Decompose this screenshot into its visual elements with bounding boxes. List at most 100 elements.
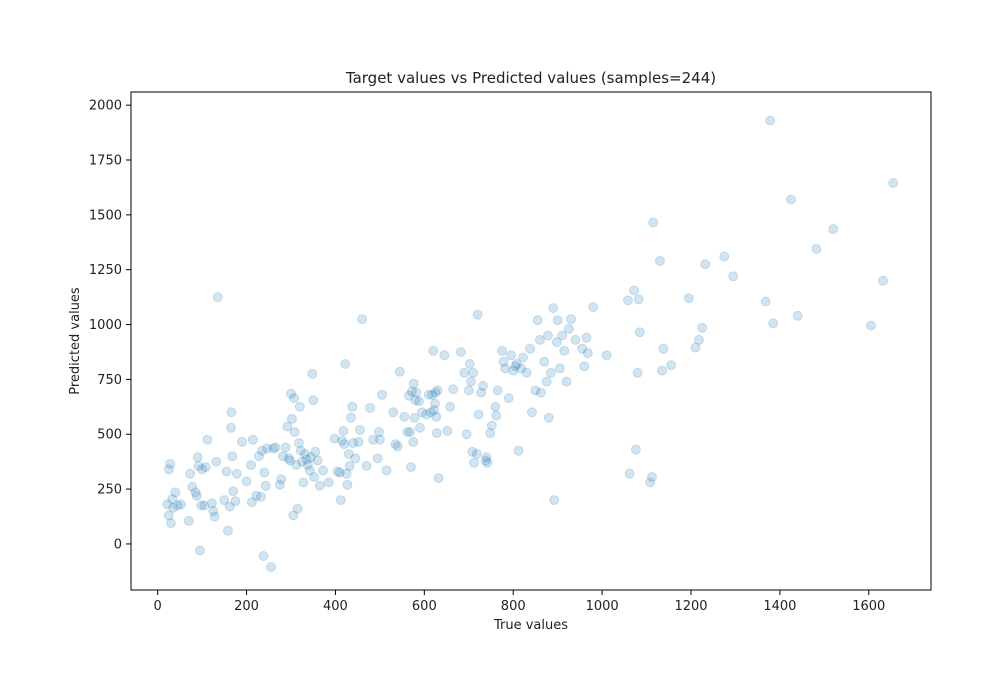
data-point bbox=[409, 412, 420, 423]
data-point bbox=[200, 462, 211, 473]
data-point bbox=[490, 401, 501, 412]
data-point bbox=[455, 347, 466, 357]
data-point bbox=[339, 439, 350, 450]
data-point bbox=[634, 327, 645, 338]
data-point bbox=[792, 310, 803, 321]
data-point bbox=[298, 477, 309, 488]
data-point bbox=[811, 243, 822, 254]
data-point bbox=[445, 401, 456, 412]
data-point bbox=[511, 359, 522, 369]
data-point bbox=[255, 491, 266, 502]
data-point bbox=[588, 302, 599, 312]
data-point bbox=[162, 499, 173, 510]
data-point bbox=[473, 409, 484, 420]
data-point bbox=[191, 490, 202, 501]
data-point bbox=[347, 401, 358, 412]
data-point bbox=[211, 456, 222, 467]
data-point bbox=[630, 444, 641, 455]
data-point bbox=[518, 352, 528, 363]
data-point bbox=[294, 401, 305, 412]
data-point bbox=[601, 350, 612, 361]
data-point bbox=[563, 323, 574, 334]
data-point bbox=[581, 332, 592, 343]
data-point bbox=[478, 381, 488, 391]
data-point bbox=[542, 330, 553, 341]
data-point bbox=[423, 389, 434, 400]
data-point bbox=[485, 428, 496, 439]
data-point bbox=[657, 365, 668, 376]
data-point bbox=[492, 385, 503, 396]
data-point bbox=[346, 412, 356, 423]
data-point bbox=[469, 457, 480, 468]
data-point bbox=[506, 350, 516, 361]
data-point bbox=[372, 453, 383, 464]
data-point bbox=[427, 389, 438, 400]
data-point bbox=[246, 460, 256, 470]
data-point bbox=[448, 384, 459, 395]
data-point bbox=[323, 477, 334, 488]
data-point bbox=[262, 443, 272, 454]
data-point bbox=[646, 472, 657, 482]
data-point bbox=[491, 410, 502, 421]
data-point bbox=[185, 468, 196, 479]
data-point bbox=[629, 285, 640, 296]
data-point bbox=[539, 356, 550, 367]
data-point bbox=[466, 376, 476, 387]
data-point bbox=[414, 396, 424, 407]
data-point bbox=[350, 453, 361, 464]
data-point bbox=[399, 411, 410, 422]
data-point bbox=[283, 453, 294, 464]
data-point bbox=[566, 314, 576, 325]
data-point bbox=[513, 445, 524, 456]
data-point bbox=[259, 467, 270, 478]
data-point bbox=[163, 464, 174, 475]
data-point bbox=[342, 479, 353, 490]
data-points bbox=[162, 115, 899, 572]
data-point bbox=[297, 456, 308, 467]
data-point bbox=[408, 378, 419, 389]
y-tick-label: 1500 bbox=[89, 208, 122, 223]
data-point bbox=[765, 115, 776, 126]
data-point bbox=[546, 367, 556, 378]
data-point bbox=[658, 343, 669, 354]
y-axis: 0 250 500 750 1000 1250 1500 1750 2000 bbox=[89, 99, 131, 552]
data-point bbox=[481, 452, 492, 463]
x-tick-label: 800 bbox=[501, 599, 526, 614]
data-point bbox=[282, 421, 293, 432]
data-point bbox=[442, 425, 453, 436]
data-point bbox=[368, 434, 379, 445]
data-point bbox=[332, 466, 343, 477]
data-point bbox=[209, 511, 220, 522]
data-point bbox=[633, 294, 644, 305]
data-point bbox=[428, 345, 439, 356]
data-point bbox=[828, 224, 839, 235]
data-point bbox=[430, 387, 441, 398]
data-point bbox=[463, 385, 474, 396]
data-point bbox=[503, 393, 514, 403]
x-axis: 0 200 400 600 800 1000 1200 1400 1600 bbox=[154, 590, 885, 614]
y-tick-label: 250 bbox=[97, 483, 122, 498]
data-point bbox=[579, 361, 590, 372]
data-point bbox=[408, 436, 419, 447]
data-point bbox=[390, 439, 401, 450]
data-point bbox=[251, 490, 262, 501]
data-point bbox=[541, 376, 552, 387]
data-point bbox=[361, 461, 372, 471]
data-point bbox=[632, 367, 643, 378]
data-point bbox=[648, 217, 659, 228]
data-point bbox=[289, 427, 300, 437]
data-point bbox=[532, 315, 543, 326]
y-axis-label: Predicted values bbox=[68, 287, 83, 395]
data-point bbox=[289, 393, 300, 403]
data-point bbox=[314, 480, 325, 491]
data-point bbox=[183, 515, 194, 526]
data-point bbox=[508, 365, 519, 376]
data-point bbox=[348, 438, 359, 448]
data-point bbox=[219, 495, 230, 506]
x-tick-label: 1000 bbox=[586, 599, 619, 614]
data-point bbox=[337, 435, 348, 446]
data-point bbox=[459, 367, 470, 378]
data-point bbox=[403, 390, 414, 401]
data-point bbox=[260, 480, 271, 491]
